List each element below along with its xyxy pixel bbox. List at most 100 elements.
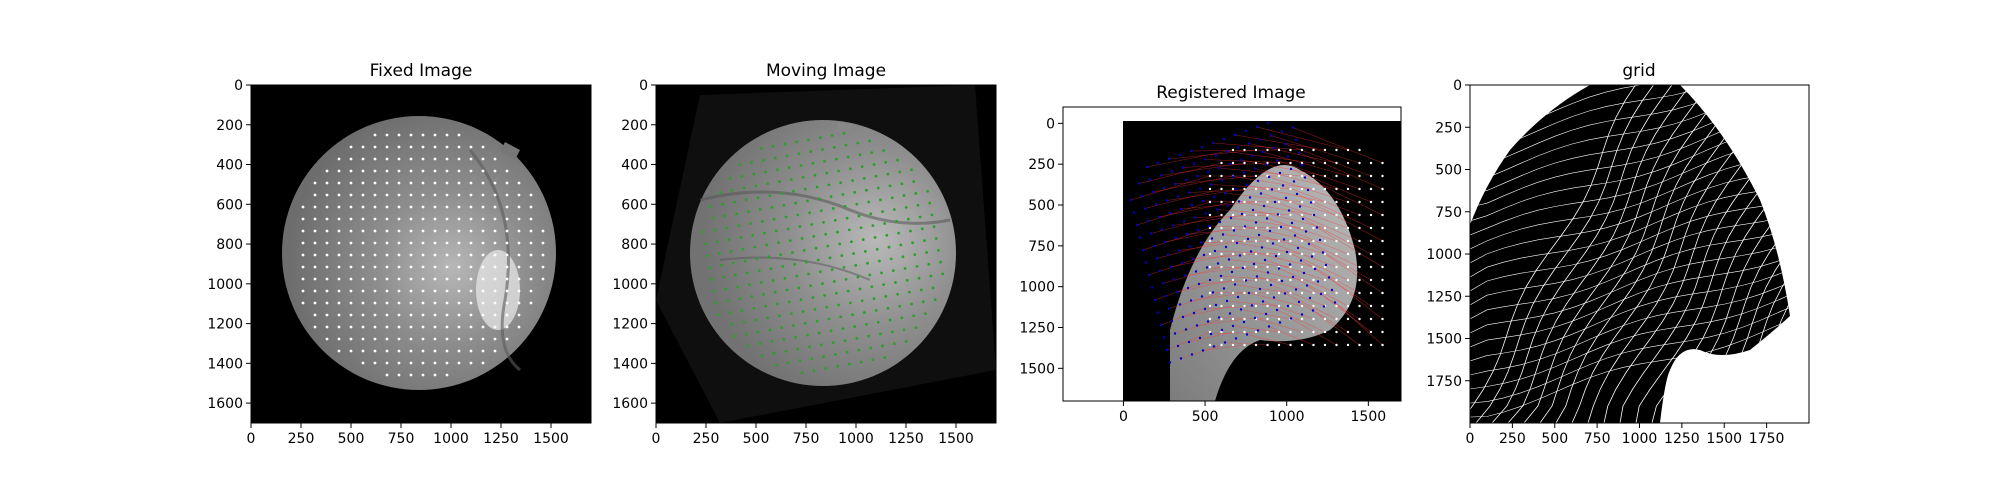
vessel xyxy=(699,190,951,225)
landmark-point xyxy=(433,241,437,245)
landmark-point xyxy=(349,193,353,197)
landmark-point xyxy=(373,361,377,365)
landmark-point xyxy=(313,205,317,209)
warped-point xyxy=(1238,254,1242,257)
fixed-point xyxy=(1369,278,1373,282)
landmark-point xyxy=(900,316,904,320)
landmark-point xyxy=(481,145,485,149)
fixed-point xyxy=(1369,200,1373,204)
landmark-point xyxy=(481,217,485,221)
fixed-point xyxy=(1266,278,1269,282)
landmark-point xyxy=(866,261,869,265)
landmark-point xyxy=(505,181,509,185)
landmark-point xyxy=(910,302,913,306)
landmark-point xyxy=(397,205,401,209)
landmark-point xyxy=(493,157,497,161)
warped-point xyxy=(1241,266,1245,270)
warped-point xyxy=(1165,348,1169,352)
fixed-point xyxy=(1300,226,1304,230)
landmark-point xyxy=(349,157,353,161)
landmark-point xyxy=(445,253,449,257)
landmark-point xyxy=(445,193,449,197)
landmark-point xyxy=(481,313,485,317)
fixed-point xyxy=(1335,148,1338,152)
fixed-point xyxy=(1254,200,1258,204)
fixed-point xyxy=(1208,213,1212,217)
fixed-point xyxy=(1323,213,1327,217)
fixed-point xyxy=(1277,343,1281,347)
fixed-point xyxy=(1312,278,1315,282)
landmark-point xyxy=(879,198,882,202)
landmark-point xyxy=(493,193,497,197)
warped-point xyxy=(1242,171,1246,174)
landmark-point xyxy=(409,337,413,341)
warped-point xyxy=(1284,196,1288,200)
landmark-point xyxy=(421,373,425,377)
warped-point xyxy=(1297,151,1301,154)
warped-point xyxy=(1283,142,1287,146)
warped-point xyxy=(1259,192,1263,195)
landmark-point xyxy=(505,289,509,293)
landmark-point xyxy=(745,271,749,275)
warped-point xyxy=(1296,246,1300,250)
warped-point xyxy=(1223,341,1227,344)
landmark-point xyxy=(361,241,365,245)
warped-point xyxy=(1255,275,1259,278)
x-tick-label: 750 xyxy=(388,431,415,447)
landmark-point xyxy=(758,342,762,346)
warped-point xyxy=(1191,257,1195,261)
landmark-point xyxy=(716,313,720,317)
fixed-point xyxy=(1243,239,1246,243)
warped-point xyxy=(1225,299,1229,303)
landmark-point xyxy=(741,247,745,251)
landmark-point xyxy=(337,241,341,245)
landmark-point xyxy=(799,164,803,167)
fixed-point xyxy=(1346,317,1350,321)
fixed-point xyxy=(1323,161,1327,165)
landmark-point xyxy=(781,265,785,268)
fixed-point xyxy=(1300,252,1304,256)
fixed-point xyxy=(1369,343,1373,347)
grid-line xyxy=(1555,85,1743,423)
correspondence-line xyxy=(1232,325,1280,333)
landmark-point xyxy=(800,371,804,375)
landmark-point xyxy=(433,145,437,149)
warped-point xyxy=(1318,238,1322,242)
fixed-point xyxy=(1300,265,1304,269)
landmark-point xyxy=(818,136,822,140)
fixed-point xyxy=(1369,291,1373,295)
landmark-point xyxy=(457,169,461,173)
landmark-point xyxy=(469,301,473,305)
warped-image xyxy=(1170,165,1358,401)
landmark-point xyxy=(714,301,718,305)
landmark-point xyxy=(738,297,742,301)
landmark-point xyxy=(421,301,425,305)
landmark-point xyxy=(751,233,755,237)
x-tick-label: 500 xyxy=(338,431,365,447)
deformation-region xyxy=(1470,85,1790,423)
landmark-point xyxy=(869,346,873,350)
landmark-point xyxy=(433,229,437,233)
landmark-point xyxy=(823,293,827,297)
warped-point xyxy=(1289,317,1293,320)
warped-point xyxy=(1229,216,1233,220)
landmark-point xyxy=(906,217,910,221)
fixed-point xyxy=(1323,200,1327,204)
landmark-point xyxy=(409,313,413,317)
fixed-point xyxy=(1266,343,1269,347)
landmark-point xyxy=(505,301,509,305)
landmark-point xyxy=(810,223,814,226)
warped-point xyxy=(1175,290,1179,294)
landmark-point xyxy=(481,349,485,353)
fixed-point xyxy=(1358,330,1361,334)
landmark-point xyxy=(445,157,449,161)
landmark-point xyxy=(797,286,801,290)
fixed-landmark-points xyxy=(1208,148,1384,347)
fixed-point xyxy=(1369,187,1373,191)
landmark-point xyxy=(891,269,895,273)
landmark-point xyxy=(885,233,889,237)
landmark-point xyxy=(823,159,826,163)
fixed-point xyxy=(1231,187,1235,191)
fixed-point xyxy=(1277,200,1281,204)
fixed-point xyxy=(1266,161,1269,165)
